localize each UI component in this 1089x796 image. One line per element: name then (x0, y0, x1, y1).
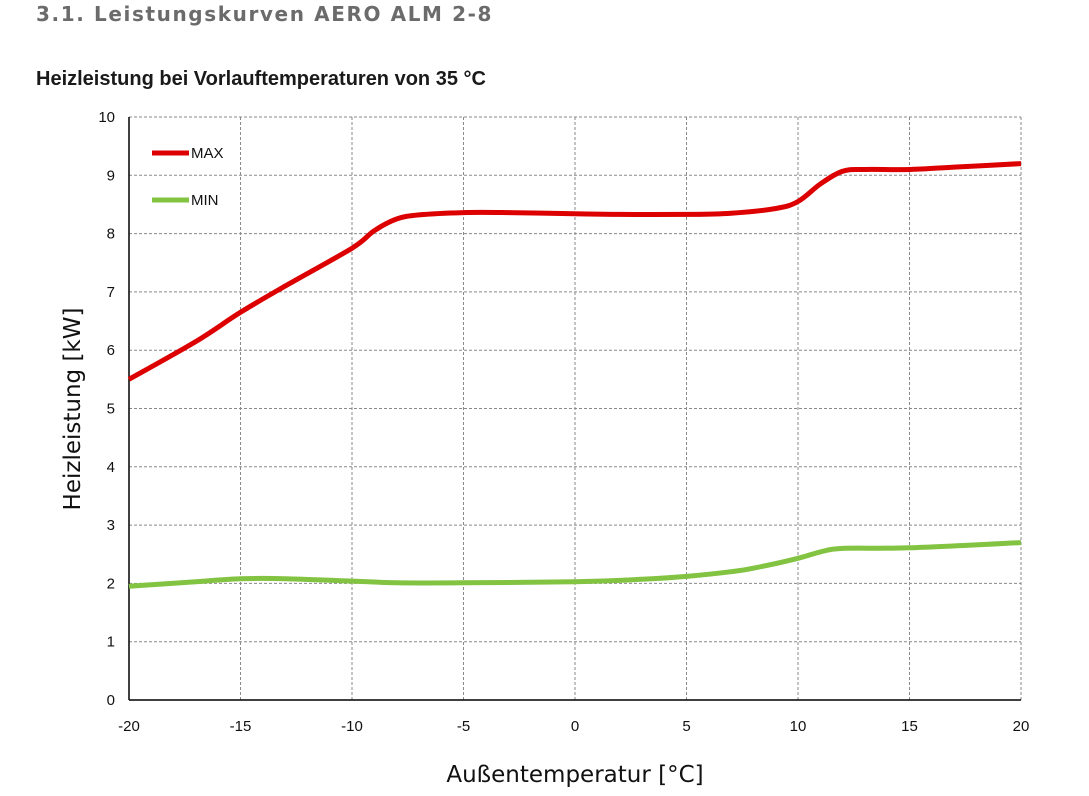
y-tick-label: 1 (107, 634, 115, 651)
series-line-min (128, 540, 1022, 589)
y-tick-label: 6 (107, 342, 115, 359)
y-tick-label: 4 (107, 459, 115, 476)
y-tick-label: 7 (107, 284, 115, 301)
y-tick-label: 10 (98, 109, 115, 126)
series-lines (127, 161, 1022, 589)
x-tick-label: 0 (571, 718, 579, 735)
series-line-max (127, 161, 1022, 382)
x-tick-label: -5 (457, 718, 470, 735)
y-tick-label: 0 (107, 692, 115, 709)
x-tick-label: 10 (790, 718, 807, 735)
y-axis-label: Heizleistung [kW] (60, 308, 86, 511)
x-tick-label: 15 (901, 718, 918, 735)
y-tick-label: 5 (107, 401, 115, 418)
x-tick-label: 5 (682, 718, 690, 735)
chart-title: Heizleistung bei Vorlauftemperaturen von… (36, 68, 486, 90)
tick-labels: 0 1 2 3 4 5 6 7 8 9 10 -20 -15 -10 -5 0 5 10 15 20 (98, 109, 1029, 735)
grid-lines (129, 117, 1021, 700)
section-heading: 3.1. Leistungskurven AERO ALM 2-8 (36, 2, 494, 26)
legend-label-min: MIN (191, 192, 219, 209)
x-tick-label: -10 (341, 718, 363, 735)
plot-frame (128, 116, 1022, 701)
legend-label-max: MAX (191, 145, 224, 162)
y-tick-label: 3 (107, 517, 115, 534)
y-tick-label: 8 (107, 226, 115, 243)
y-tick-label: 2 (107, 575, 115, 592)
x-tick-label: 20 (1013, 718, 1030, 735)
x-tick-label: -20 (118, 718, 140, 735)
y-tick-label: 9 (107, 167, 115, 184)
x-tick-label: -15 (230, 718, 252, 735)
x-axis-label: Außentemperatur [°C] (446, 762, 703, 788)
legend: MAX MIN (152, 145, 224, 209)
